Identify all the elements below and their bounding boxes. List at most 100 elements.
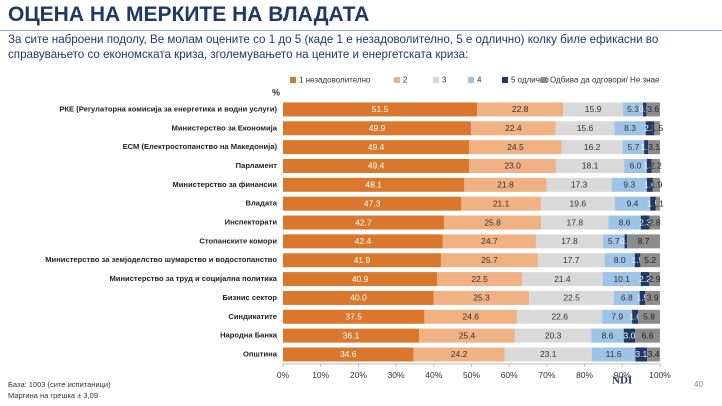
value-label: 3.1 (648, 142, 660, 152)
bar-segment (563, 102, 624, 117)
value-label: 1.6 (644, 180, 656, 190)
category-label: Министерство за земјоделство шумарство и… (45, 255, 277, 264)
x-tick-label: 30% (388, 370, 405, 380)
bar-segment (604, 253, 635, 268)
bar-segment (614, 121, 646, 136)
bar-segment (283, 234, 443, 249)
bar-segment (555, 121, 615, 136)
value-label: 23.1 (540, 349, 557, 359)
bar-segment (424, 309, 518, 324)
legend-swatch (502, 77, 508, 83)
category-label: Министерство за Економија (172, 123, 278, 132)
bar-segment (461, 196, 541, 211)
value-label: 49.9 (369, 123, 386, 133)
bar-segment (608, 215, 641, 230)
value-label: 9.4 (627, 198, 639, 208)
value-label: 9.3 (623, 180, 635, 190)
value-label: 6.8 (621, 293, 633, 303)
value-label: 1.1 (640, 142, 652, 152)
value-label: 2.2 (639, 274, 651, 284)
value-label: 3.1 (635, 349, 647, 359)
value-label: 0.9 (639, 104, 651, 114)
category-label: ЕСМ (Електростопанство на Македонија) (123, 142, 278, 151)
bar-segment (634, 253, 641, 268)
legend-label: 2 (403, 76, 408, 85)
x-tick-label: 90% (614, 370, 631, 380)
bar-segment (648, 140, 660, 155)
subtitle: За сите наброени подолу, Ве молам оценит… (8, 33, 659, 61)
value-label: 18.1 (582, 161, 599, 171)
value-label: 1.5 (632, 255, 644, 265)
value-label: 49.4 (368, 161, 385, 171)
bar-segment (638, 309, 660, 324)
bar-segment (514, 328, 592, 343)
bar-segment (541, 215, 609, 230)
bar-segment (635, 328, 660, 343)
bar-segment (537, 253, 605, 268)
value-label: 41.9 (354, 255, 371, 265)
value-label: 34.6 (340, 349, 357, 359)
value-label: 6.6 (642, 330, 654, 340)
category-label: Народна Банка (220, 331, 278, 340)
legend-swatch (394, 77, 400, 83)
bar-segment (623, 328, 636, 343)
legend-swatch (468, 77, 474, 83)
value-label: 1.1 (652, 198, 664, 208)
bar-segment (646, 102, 660, 117)
value-label: 21.1 (493, 198, 510, 208)
bar-segment (540, 196, 615, 211)
title-rule (0, 30, 722, 31)
bar-segment (623, 102, 644, 117)
x-tick-label: 40% (425, 370, 442, 380)
value-label: 0.7 (620, 236, 632, 246)
bar-segment (622, 140, 645, 155)
category-label: Парламент (236, 161, 278, 170)
value-label: 24.7 (481, 236, 498, 246)
bar-segment (591, 347, 636, 362)
bar-segment (652, 177, 660, 192)
value-label: 8.0 (614, 255, 626, 265)
value-label: 2.3 (644, 123, 656, 133)
x-tick-label: 20% (350, 370, 367, 380)
bar-segment (561, 140, 623, 155)
value-label: 1.9 (651, 180, 663, 190)
value-label: 1.5 (637, 293, 649, 303)
legend-swatch (541, 77, 547, 83)
bar-segment (442, 234, 536, 249)
bar-segment (651, 158, 660, 173)
value-label: 2.8 (649, 217, 661, 227)
value-label: 22.4 (505, 123, 522, 133)
value-label: 5.8 (643, 312, 655, 322)
bar-segment (283, 177, 465, 192)
bar-segment (624, 158, 647, 173)
value-label: 42.4 (355, 236, 372, 246)
x-tick-label: 100% (649, 370, 671, 380)
value-label: 40.0 (350, 293, 367, 303)
value-label: 25.7 (481, 255, 498, 265)
bar-segment (504, 347, 592, 362)
title: ОЦЕНА НА МЕРКИТЕ НА ВЛАДАТА (8, 3, 370, 26)
value-label: 22.6 (551, 312, 568, 322)
bar-segment (644, 140, 649, 155)
bar-segment (283, 347, 414, 362)
value-label: 19.6 (570, 198, 587, 208)
logo: NDI (612, 375, 632, 387)
bar-segment (647, 347, 660, 362)
value-label: 51.5 (372, 104, 389, 114)
value-label: 20.3 (545, 330, 562, 340)
bar-segment (646, 158, 652, 173)
value-label: 15.9 (585, 104, 602, 114)
bar-segment (632, 309, 639, 324)
value-label: 8.6 (619, 217, 631, 227)
axis-unit: % (272, 87, 280, 97)
value-label: 48.1 (365, 180, 382, 190)
value-label: 40.9 (352, 274, 369, 284)
value-label: 8.7 (638, 236, 650, 246)
footnote: База: 1003 (сите испитаници) (8, 380, 111, 389)
value-label: 21.4 (554, 274, 571, 284)
value-label: 3.6 (647, 104, 659, 114)
bar-segment (646, 177, 653, 192)
bar-segment (419, 328, 515, 343)
value-label: 1.5 (647, 198, 659, 208)
